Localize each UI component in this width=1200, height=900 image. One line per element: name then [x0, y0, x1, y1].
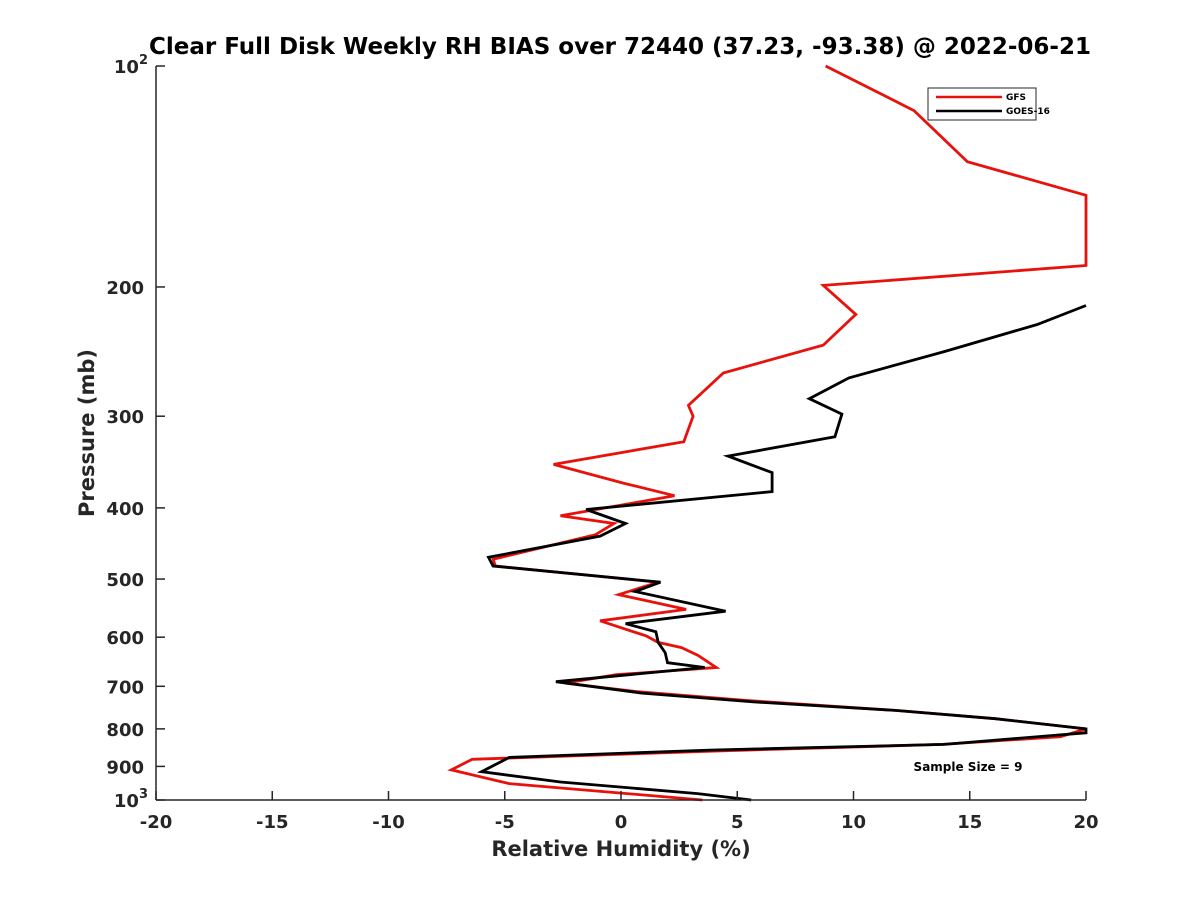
- y-tick-label: 500: [106, 570, 144, 591]
- y-tick-label-exponent: 2: [139, 53, 148, 68]
- x-tick-label: 5: [731, 812, 744, 833]
- y-tick-label-base: 10: [114, 57, 139, 78]
- y-tick-label: 600: [106, 628, 144, 649]
- series-layer: [447, 64, 1088, 802]
- x-tick-label: 10: [841, 812, 866, 833]
- y-tick-label: 400: [106, 499, 144, 520]
- y-tick-label-exponent: 3: [139, 787, 148, 802]
- y-tick-label: 300: [106, 407, 144, 428]
- series-line-goes16: [476, 304, 1088, 802]
- y-tick-label: 700: [106, 677, 144, 698]
- x-tick-label: -15: [256, 812, 289, 833]
- chart-title: Clear Full Disk Weekly RH BIAS over 7244…: [149, 34, 1091, 60]
- y-tick-label: 200: [106, 278, 144, 299]
- x-tick-label: 15: [957, 812, 982, 833]
- legend-box: [927, 87, 1037, 121]
- x-ticks: -20 -15 -10 -5 0 5 10 15 20: [140, 791, 1099, 833]
- x-axis-label: Relative Humidity (%): [491, 837, 750, 861]
- y-tick-label-base: 10: [114, 791, 139, 812]
- x-tick-label: -10: [372, 812, 405, 833]
- y-tick-label: 900: [106, 757, 144, 778]
- y-tick-label: 102: [114, 53, 148, 78]
- x-tick-label: 20: [1073, 812, 1098, 833]
- x-tick-label: -5: [495, 812, 515, 833]
- legend: GFS GOES-16: [927, 87, 1050, 121]
- y-tick-label: 103: [114, 787, 148, 812]
- plot-area: -20 -15 -10 -5 0 5 10 15 20 10220030040050060070…: [106, 53, 1098, 833]
- legend-label-gfs: GFS: [1006, 93, 1026, 103]
- y-axis-label: Pressure (mb): [75, 349, 99, 517]
- sample-size-annotation: Sample Size = 9: [914, 760, 1023, 774]
- y-tick-label: 800: [106, 720, 144, 741]
- legend-label-goes16: GOES-16: [1006, 107, 1050, 117]
- x-tick-label: -20: [140, 812, 173, 833]
- x-tick-label: 0: [615, 812, 628, 833]
